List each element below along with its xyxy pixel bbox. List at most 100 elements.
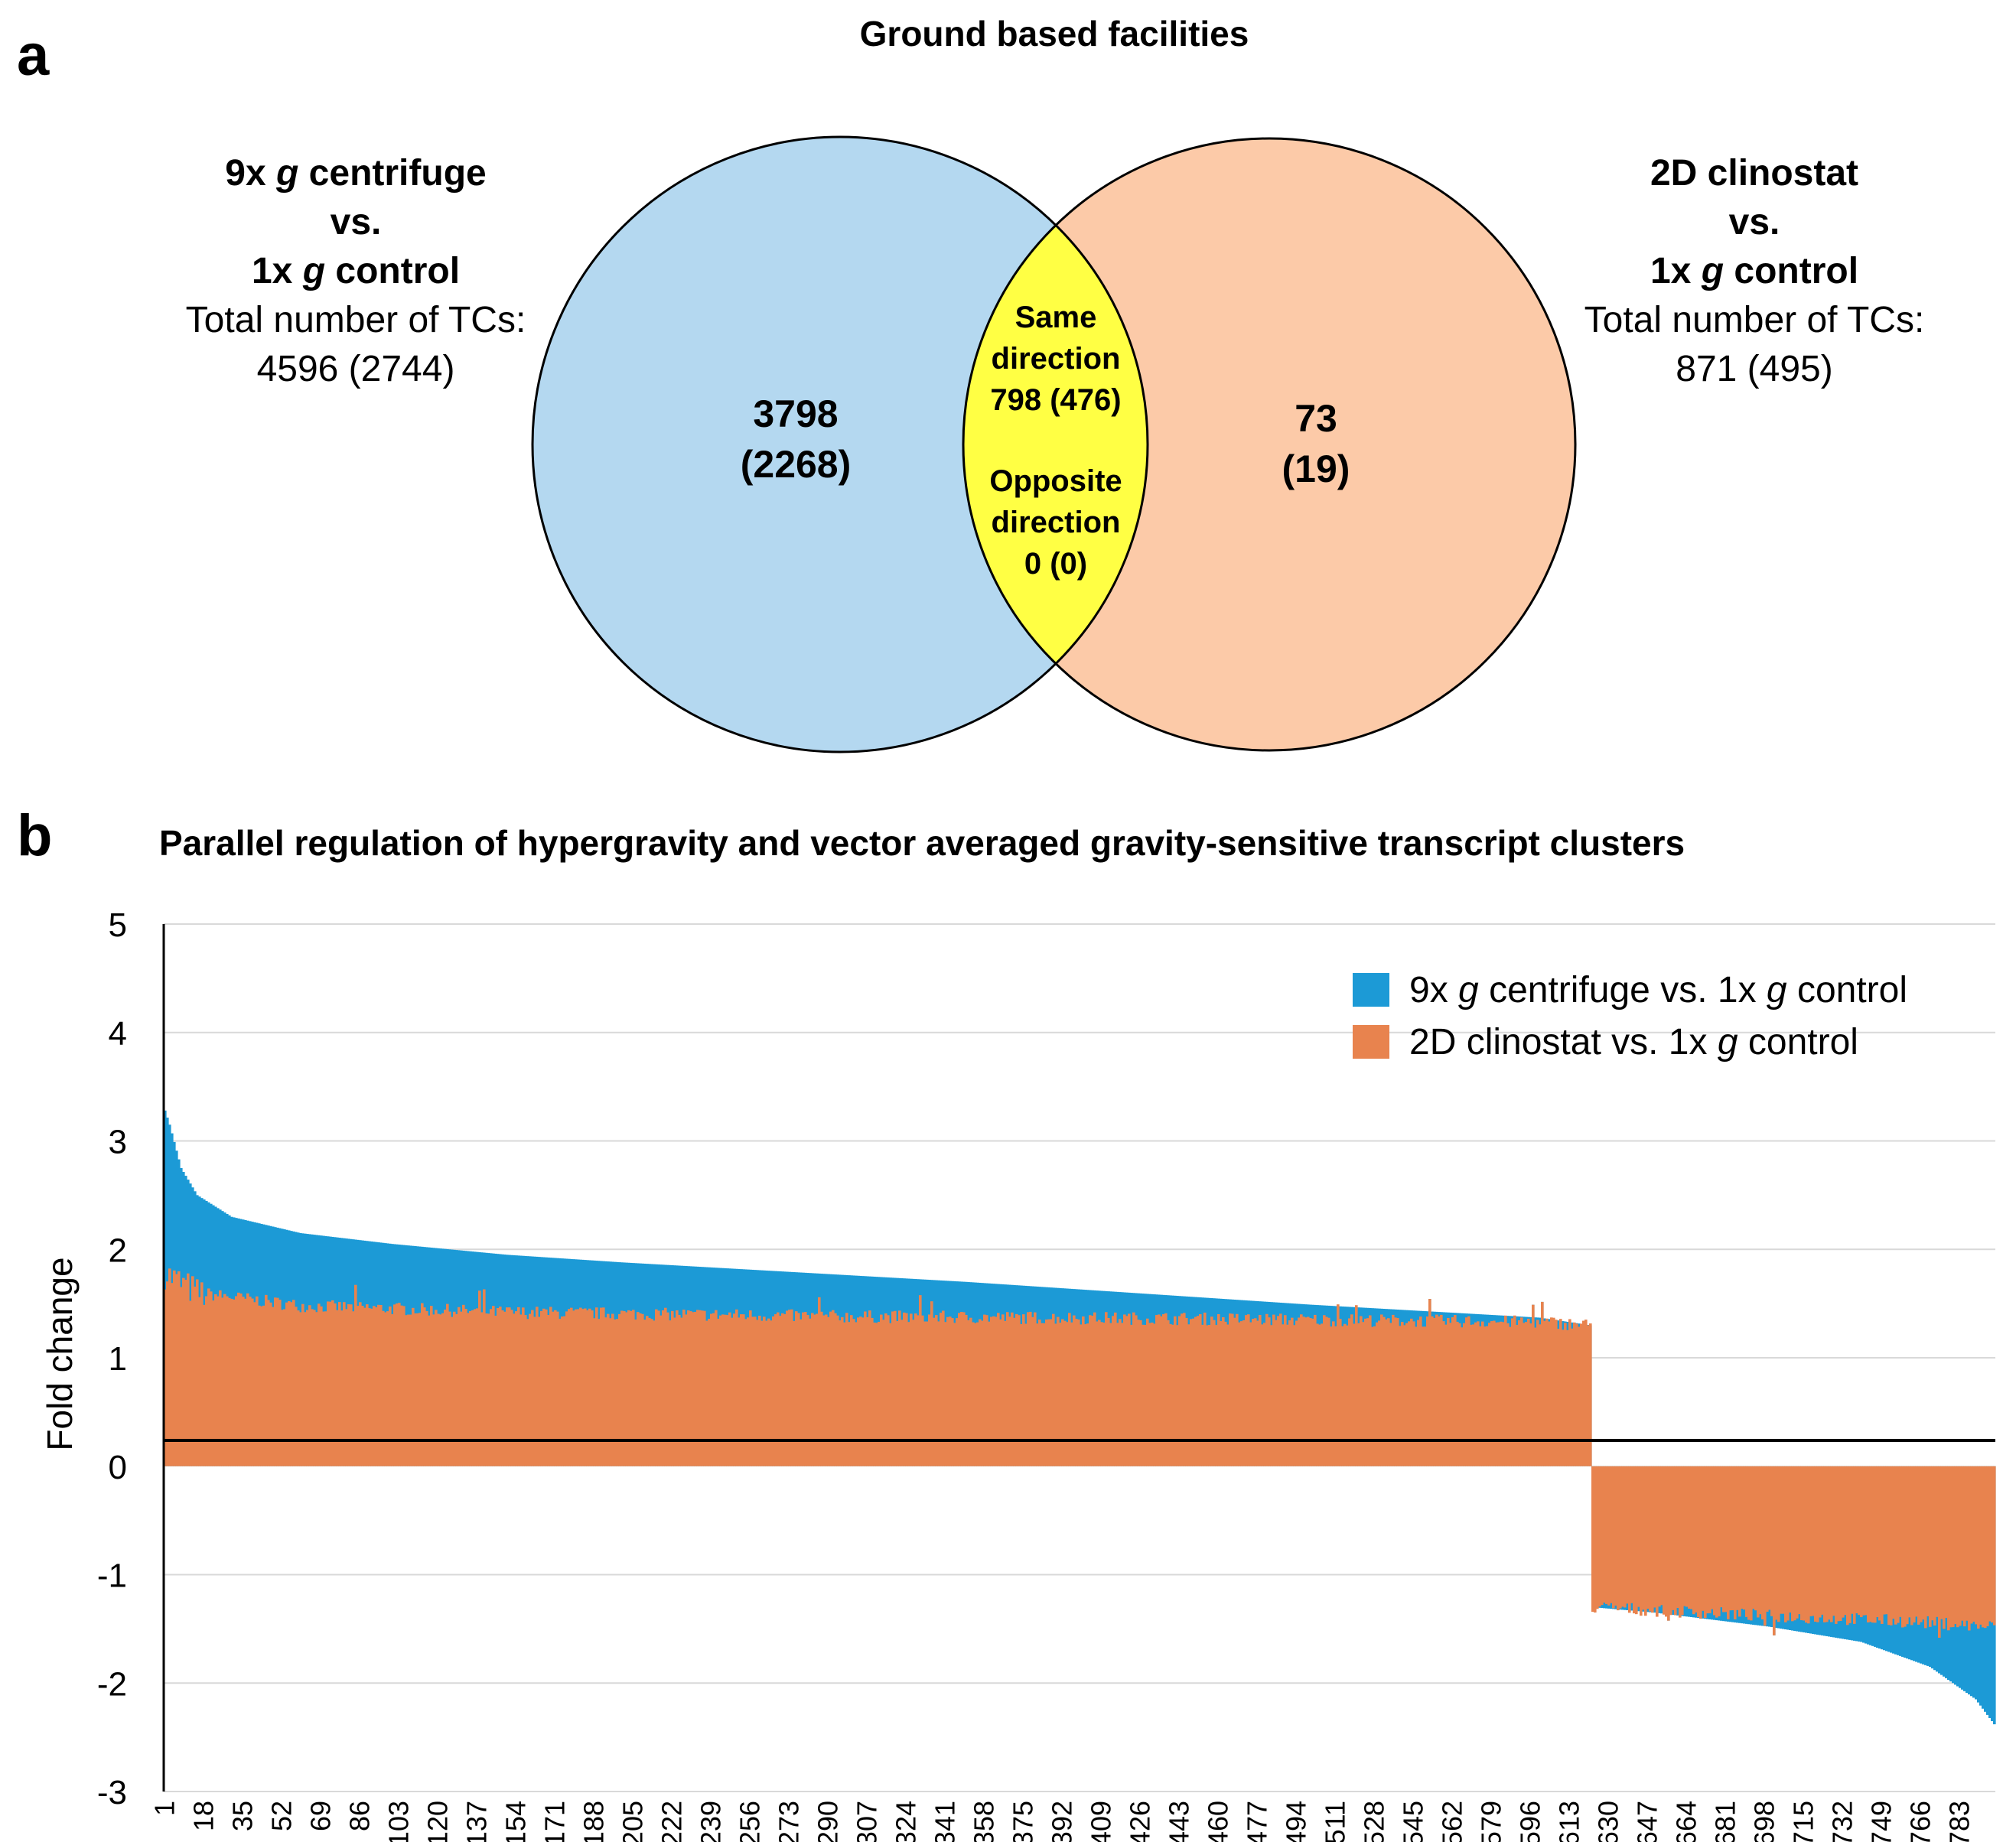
bar-clinostat	[760, 1320, 764, 1466]
bar-clinostat	[1894, 1466, 1897, 1625]
bar-clinostat	[1587, 1325, 1590, 1466]
x-axis-ticks: 1 18 35 52 69 86 103 120 137 154 171 188 205 222 239 25…	[149, 1801, 1975, 1842]
bar-clinostat	[834, 1313, 837, 1466]
bar-clinostat	[524, 1315, 527, 1466]
bar-clinostat	[1112, 1316, 1115, 1466]
bar-clinostat	[384, 1312, 387, 1466]
bar-clinostat	[1222, 1316, 1225, 1466]
bar-clinostat	[1001, 1314, 1005, 1466]
bar-clinostat	[340, 1310, 344, 1466]
bar-clinostat	[1819, 1466, 1822, 1618]
bar-clinostat	[329, 1301, 332, 1466]
bar-clinostat	[237, 1292, 240, 1466]
bar-clinostat	[1883, 1466, 1886, 1615]
right-set-total-label: Total number of TCs:	[1584, 300, 1925, 340]
bar-clinostat	[1360, 1316, 1363, 1466]
bar-clinostat	[1242, 1320, 1246, 1466]
bar-clinostat	[1339, 1319, 1342, 1466]
bar-clinostat	[1906, 1466, 1909, 1625]
bar-clinostat	[829, 1311, 832, 1466]
bar-clinostat	[648, 1317, 651, 1466]
bar-clinostat	[1208, 1324, 1211, 1466]
y-axis-label: Fold change	[40, 1257, 80, 1450]
bar-clinostat	[315, 1312, 318, 1466]
bar-clinostat	[765, 1320, 768, 1466]
bar-clinostat	[379, 1305, 383, 1466]
bar-clinostat	[1139, 1320, 1142, 1466]
bar-clinostat	[1598, 1466, 1601, 1607]
bar-clinostat	[297, 1310, 300, 1466]
x-tick-label: 460	[1203, 1801, 1234, 1842]
bar-clinostat	[712, 1313, 715, 1466]
bar-clinostat	[223, 1294, 226, 1466]
bar-clinostat	[230, 1298, 233, 1466]
bar-clinostat	[1291, 1317, 1294, 1466]
bar-clinostat	[517, 1307, 520, 1466]
bar-clinostat	[1236, 1313, 1239, 1466]
bar-clinostat	[1532, 1304, 1535, 1466]
bar-clinostat	[1908, 1466, 1911, 1618]
bar-clinostat	[770, 1320, 773, 1466]
bar-clinostat	[1757, 1466, 1760, 1618]
x-tick-label: 120	[422, 1801, 454, 1842]
bar-clinostat	[419, 1313, 422, 1466]
bar-clinostat	[634, 1319, 637, 1466]
bar-clinostat	[1940, 1466, 1943, 1619]
bar-clinostat	[1922, 1466, 1925, 1620]
bar-clinostat	[763, 1316, 766, 1466]
bar-clinostat	[1440, 1314, 1443, 1466]
bar-clinostat	[976, 1322, 979, 1466]
bar-clinostat	[655, 1309, 658, 1466]
x-tick-label: 239	[695, 1801, 727, 1842]
bar-clinostat	[1220, 1320, 1223, 1466]
bar-clinostat	[1061, 1319, 1064, 1466]
bar-clinostat	[593, 1318, 596, 1466]
bar-clinostat	[1275, 1320, 1278, 1466]
bar-clinostat	[1132, 1312, 1135, 1466]
bar-clinostat	[650, 1319, 653, 1466]
bar-clinostat	[1458, 1323, 1461, 1466]
bar-clinostat	[1350, 1314, 1353, 1466]
bar-clinostat	[324, 1311, 327, 1466]
bar-clinostat	[625, 1312, 628, 1466]
bar-clinostat	[510, 1310, 513, 1466]
bar-clinostat	[988, 1321, 991, 1466]
bar-clinostat	[953, 1323, 956, 1466]
bar-clinostat	[1575, 1323, 1578, 1466]
x-tick-label: 69	[305, 1801, 337, 1831]
bar-clinostat	[446, 1303, 449, 1466]
bar-clinostat	[430, 1306, 433, 1466]
bar-clinostat	[1073, 1315, 1076, 1466]
bar-clinostat	[1027, 1312, 1030, 1466]
bar-clinostat	[1293, 1325, 1296, 1466]
bar-clinostat	[1750, 1466, 1753, 1621]
bar-clinostat	[1153, 1323, 1156, 1466]
bar-clinostat	[1047, 1319, 1050, 1466]
bar-clinostat	[219, 1290, 222, 1466]
bar-clinostat	[1284, 1315, 1287, 1466]
bar-clinostat	[1635, 1466, 1638, 1615]
bar-clinostat	[1796, 1466, 1799, 1619]
bar-clinostat	[907, 1322, 910, 1466]
bar-clinostat	[513, 1313, 516, 1466]
bar-clinostat	[1782, 1466, 1785, 1614]
bar-clinostat	[1311, 1318, 1314, 1466]
bar-clinostat	[425, 1310, 428, 1466]
bar-clinostat	[1151, 1322, 1154, 1466]
bar-clinostat	[680, 1317, 683, 1466]
bar-clinostat	[864, 1311, 867, 1466]
right-set-title-line1: 2D clinostat	[1650, 153, 1858, 194]
bar-clinostat	[788, 1310, 791, 1466]
x-tick-label: 528	[1359, 1801, 1390, 1842]
bar-clinostat	[1137, 1320, 1140, 1466]
bar-clinostat	[285, 1302, 288, 1466]
bar-clinostat	[1917, 1466, 1920, 1625]
bar-clinostat	[556, 1311, 559, 1466]
bar-clinostat	[777, 1312, 780, 1466]
bar-clinostat	[825, 1314, 828, 1466]
bar-clinostat	[1529, 1323, 1532, 1466]
bar-clinostat	[1727, 1466, 1730, 1619]
bar-clinostat	[552, 1311, 555, 1466]
bar-chart-title: Parallel regulation of hypergravity and …	[159, 823, 1685, 863]
venn-right-outline	[962, 137, 1577, 752]
